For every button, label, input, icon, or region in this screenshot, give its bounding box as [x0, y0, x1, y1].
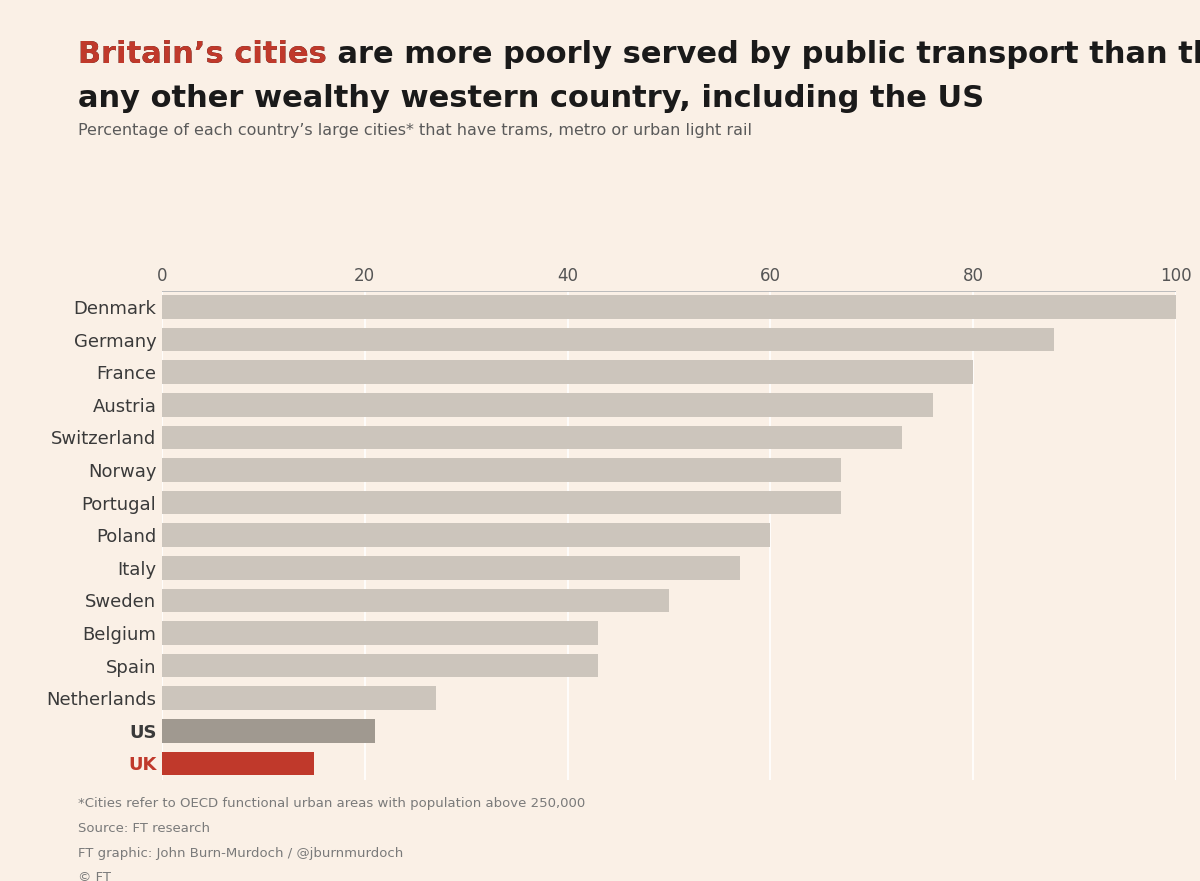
- Bar: [162, 458, 841, 482]
- Bar: [162, 426, 902, 449]
- Bar: [162, 589, 670, 612]
- Bar: [162, 621, 598, 645]
- Bar: [162, 523, 770, 547]
- Text: © FT: © FT: [78, 871, 112, 881]
- Bar: [162, 719, 374, 743]
- Text: Britain’s cities are more poorly served by public transport than those of: Britain’s cities are more poorly served …: [78, 40, 1200, 69]
- Bar: [162, 751, 314, 775]
- Bar: [162, 556, 740, 580]
- Bar: [162, 360, 973, 384]
- Bar: [162, 295, 1176, 319]
- Text: Britain’s cities: Britain’s cities: [78, 40, 326, 69]
- Text: Source: FT research: Source: FT research: [78, 822, 210, 835]
- Bar: [162, 491, 841, 515]
- Bar: [162, 393, 932, 417]
- Text: FT graphic: John Burn-Murdoch / @jburnmurdoch: FT graphic: John Burn-Murdoch / @jburnmu…: [78, 847, 403, 860]
- Text: Percentage of each country’s large cities* that have trams, metro or urban light: Percentage of each country’s large citie…: [78, 123, 752, 138]
- Text: any other wealthy western country, including the US: any other wealthy western country, inclu…: [78, 84, 984, 113]
- Bar: [162, 654, 598, 677]
- Bar: [162, 328, 1055, 352]
- Bar: [162, 686, 436, 710]
- Text: *Cities refer to OECD functional urban areas with population above 250,000: *Cities refer to OECD functional urban a…: [78, 797, 586, 811]
